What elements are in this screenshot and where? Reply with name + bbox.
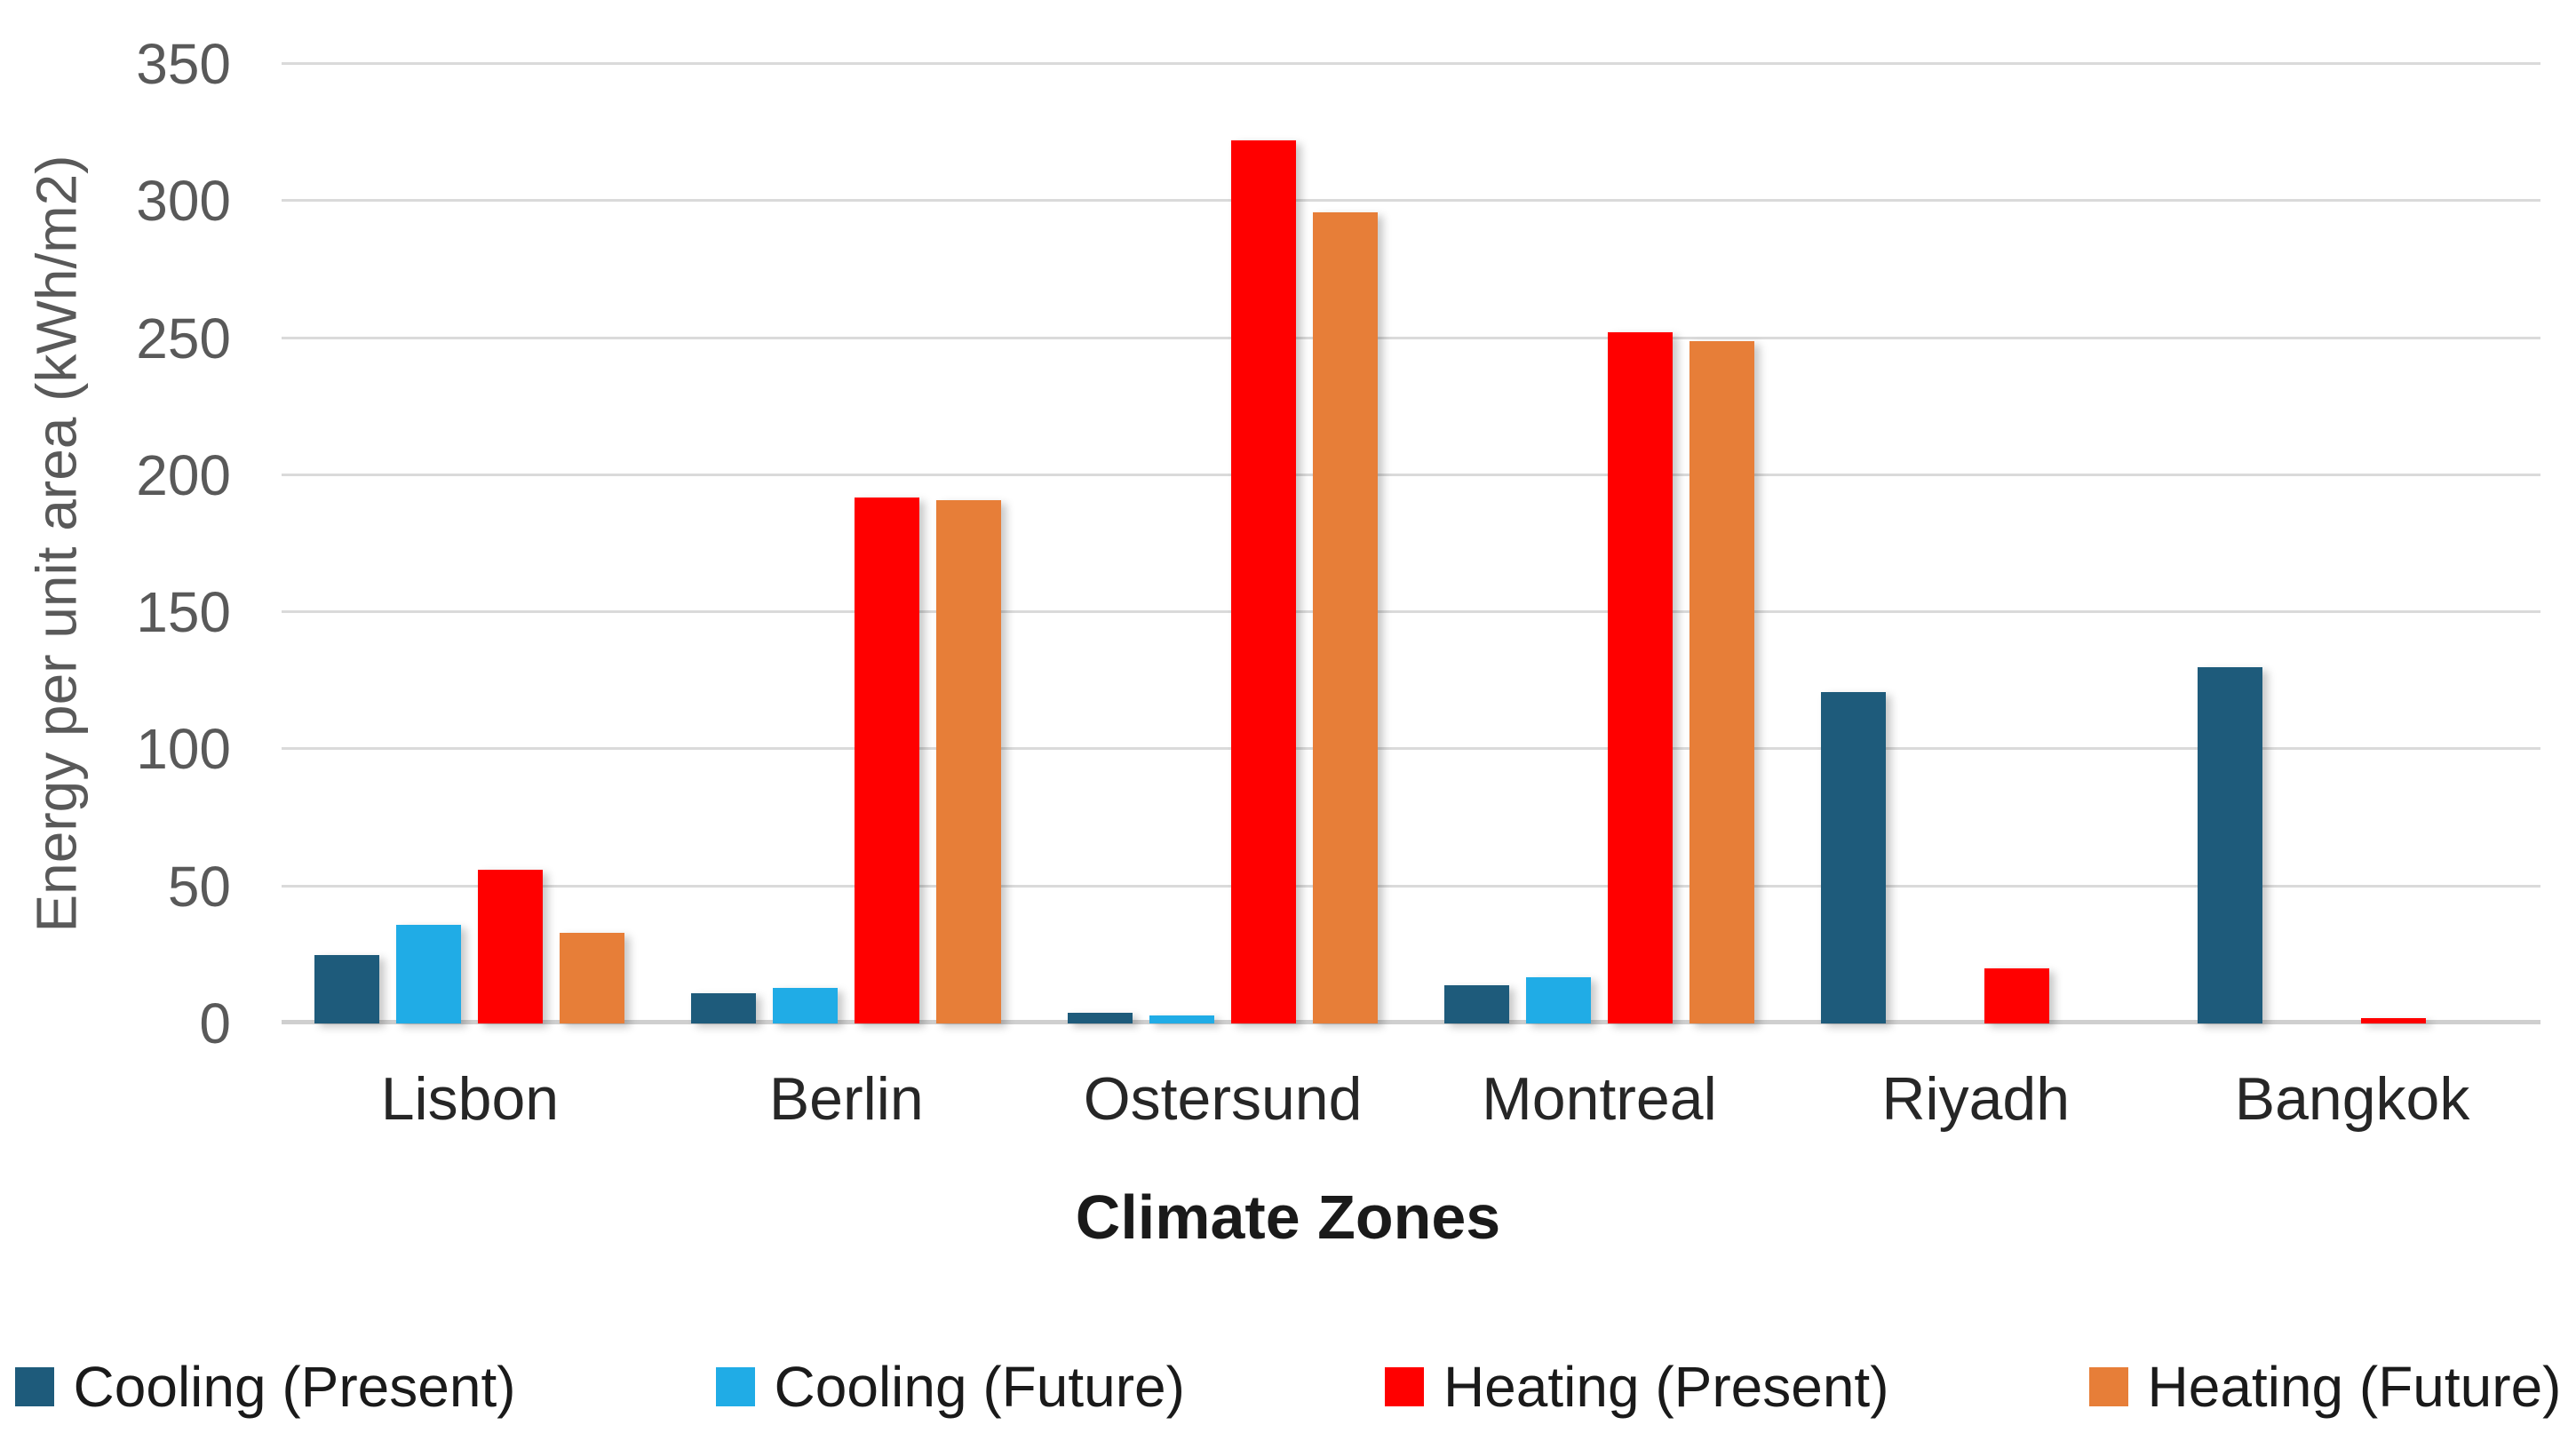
legend-item-heating-future: Heating (Future) bbox=[2088, 1354, 2562, 1420]
bar-cooling-present-bangkok bbox=[2197, 666, 2262, 1023]
legend-swatch-heating-future bbox=[2088, 1367, 2128, 1406]
bar-group-lisbon bbox=[282, 64, 658, 1023]
gridline-0 bbox=[282, 1020, 2540, 1024]
plot-area bbox=[282, 62, 2540, 1024]
gridline-150 bbox=[282, 610, 2540, 614]
bar-heating-present-ostersund bbox=[1231, 140, 1297, 1023]
bar-cooling-future-lisbon bbox=[396, 924, 462, 1023]
gridline-300 bbox=[282, 199, 2540, 203]
x-axis-category-labels: Lisbon Berlin Ostersund Montreal Riyadh Bangk… bbox=[282, 1064, 2540, 1134]
bar-cooling-present-lisbon bbox=[314, 954, 380, 1023]
bar-cooling-present-ostersund bbox=[1068, 1012, 1133, 1023]
x-category-label-riyadh: Riyadh bbox=[1881, 1065, 2071, 1133]
gridline-200 bbox=[282, 473, 2540, 476]
bar-group-bangkok bbox=[2164, 64, 2540, 1023]
y-tick-label-50: 50 bbox=[167, 854, 231, 919]
bar-cooling-future-ostersund bbox=[1149, 1015, 1215, 1023]
y-tick-label-350: 350 bbox=[136, 32, 231, 96]
bar-heating-future-berlin bbox=[936, 499, 1002, 1023]
legend-label-heating-present: Heating (Present) bbox=[1443, 1355, 1889, 1419]
gridline-250 bbox=[282, 336, 2540, 339]
x-category-label-bangkok: Bangkok bbox=[2234, 1065, 2470, 1133]
x-category-label-montreal: Montreal bbox=[1482, 1065, 1717, 1133]
bar-heating-future-lisbon bbox=[560, 933, 625, 1023]
gridline-100 bbox=[282, 747, 2540, 751]
bar-groups bbox=[282, 64, 2540, 1023]
bar-heating-present-bangkok bbox=[2360, 1017, 2426, 1023]
y-tick-label-250: 250 bbox=[136, 306, 231, 370]
legend-swatch-heating-present bbox=[1384, 1367, 1424, 1406]
y-tick-label-100: 100 bbox=[136, 717, 231, 782]
bar-heating-present-berlin bbox=[855, 497, 920, 1023]
x-category-label-ostersund: Ostersund bbox=[1083, 1065, 1363, 1133]
bar-cooling-future-montreal bbox=[1525, 976, 1591, 1023]
x-axis-title: Climate Zones bbox=[1075, 1182, 1501, 1252]
legend-item-cooling-future: Cooling (Future) bbox=[715, 1354, 1185, 1420]
bar-cooling-present-berlin bbox=[691, 993, 757, 1023]
bar-cooling-present-riyadh bbox=[1820, 691, 1886, 1023]
gridline-350 bbox=[282, 62, 2540, 65]
bar-cooling-present-montreal bbox=[1443, 984, 1509, 1023]
x-category-label-lisbon: Lisbon bbox=[380, 1065, 560, 1133]
y-tick-label-0: 0 bbox=[199, 991, 231, 1055]
gridline-50 bbox=[282, 884, 2540, 888]
legend-swatch-cooling-future bbox=[715, 1367, 755, 1406]
bar-heating-present-riyadh bbox=[1984, 968, 2049, 1023]
legend: Cooling (Present) Cooling (Future) Heating… bbox=[0, 1354, 2576, 1420]
bar-cooling-future-berlin bbox=[773, 987, 839, 1023]
legend-label-heating-future: Heating (Future) bbox=[2147, 1355, 2562, 1419]
y-tick-label-300: 300 bbox=[136, 169, 231, 234]
y-axis-title-text: Energy per unit area (kWh/m2) bbox=[24, 155, 88, 933]
legend-item-heating-present: Heating (Present) bbox=[1384, 1354, 1889, 1420]
legend-item-cooling-present: Cooling (Present) bbox=[14, 1354, 516, 1420]
bar-group-ostersund bbox=[1035, 64, 1411, 1023]
y-tick-label-150: 150 bbox=[136, 580, 231, 645]
bar-group-riyadh bbox=[1787, 64, 2164, 1023]
legend-label-cooling-future: Cooling (Future) bbox=[774, 1355, 1185, 1419]
bar-heating-present-montreal bbox=[1607, 332, 1673, 1023]
bar-group-berlin bbox=[658, 64, 1035, 1023]
legend-swatch-cooling-present bbox=[14, 1367, 54, 1406]
bar-heating-future-montreal bbox=[1689, 340, 1754, 1023]
legend-label-cooling-present: Cooling (Present) bbox=[73, 1355, 516, 1419]
y-tick-label-200: 200 bbox=[136, 442, 231, 507]
bar-heating-future-ostersund bbox=[1313, 211, 1379, 1023]
bar-heating-present-lisbon bbox=[478, 870, 544, 1023]
x-category-label-berlin: Berlin bbox=[768, 1065, 924, 1133]
bar-group-montreal bbox=[1411, 64, 1787, 1023]
